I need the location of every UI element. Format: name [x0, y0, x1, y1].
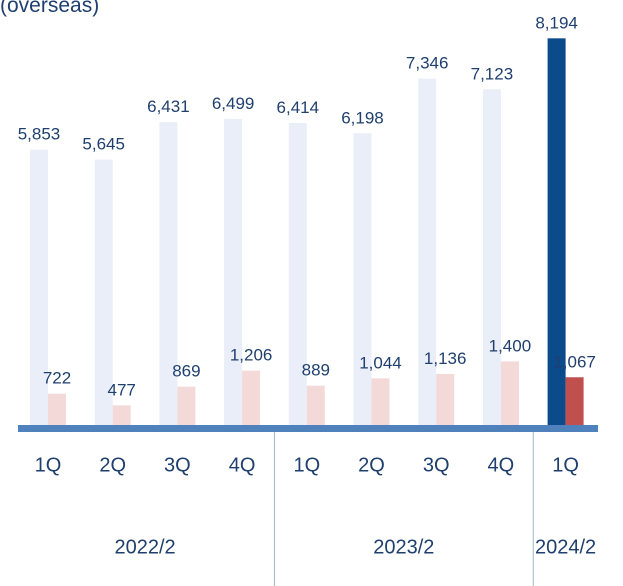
- bar: [224, 118, 243, 428]
- value-label: 477: [108, 380, 136, 399]
- bar: [159, 122, 178, 428]
- bar: [436, 373, 455, 428]
- x-tick-label: 2Q: [99, 454, 126, 476]
- bar: [288, 122, 307, 428]
- bar: [565, 377, 584, 428]
- bar: [177, 386, 196, 428]
- value-label: 722: [43, 369, 71, 388]
- value-label: 1,400: [489, 336, 532, 355]
- bar: [306, 385, 325, 428]
- value-label: 6,198: [341, 108, 384, 127]
- x-tick-label: 4Q: [229, 454, 256, 476]
- bar: [112, 405, 131, 428]
- bar: [353, 133, 372, 428]
- value-label: 7,123: [471, 64, 514, 83]
- value-label: 6,431: [147, 97, 190, 116]
- group-label: 2022/2: [114, 536, 175, 558]
- bar: [48, 393, 66, 428]
- value-label: 889: [302, 361, 330, 380]
- value-label: 5,645: [82, 135, 125, 154]
- bar: [371, 378, 390, 428]
- x-tick-label: 1Q: [552, 454, 579, 476]
- x-tick-label: 1Q: [293, 454, 320, 476]
- value-label: 869: [172, 362, 200, 381]
- value-label: 8,194: [535, 13, 578, 32]
- value-label: 6,414: [277, 98, 320, 117]
- x-tick-label: 1Q: [35, 454, 62, 476]
- chart-title: (overseas): [0, 0, 99, 17]
- bar: [500, 361, 519, 428]
- value-label: 1,067: [553, 352, 596, 371]
- group-label: 2023/2: [373, 536, 434, 558]
- x-tick-label: 3Q: [423, 454, 450, 476]
- value-label: 5,853: [18, 125, 61, 144]
- bar: [418, 78, 437, 428]
- x-tick-label: 4Q: [488, 454, 515, 476]
- value-label: 1,136: [424, 349, 467, 368]
- bar: [547, 38, 566, 429]
- value-label: 6,499: [212, 94, 255, 113]
- x-tick-label: 3Q: [164, 454, 191, 476]
- group-label: 2024/2: [535, 536, 596, 558]
- value-label: 7,346: [406, 54, 449, 73]
- bar: [482, 89, 501, 428]
- x-axis: [18, 425, 598, 432]
- x-tick-label: 2Q: [358, 454, 385, 476]
- bar: [242, 370, 261, 428]
- value-label: 1,206: [230, 346, 273, 365]
- bar: [30, 149, 48, 428]
- bar: [94, 159, 113, 428]
- value-label: 1,044: [359, 353, 402, 372]
